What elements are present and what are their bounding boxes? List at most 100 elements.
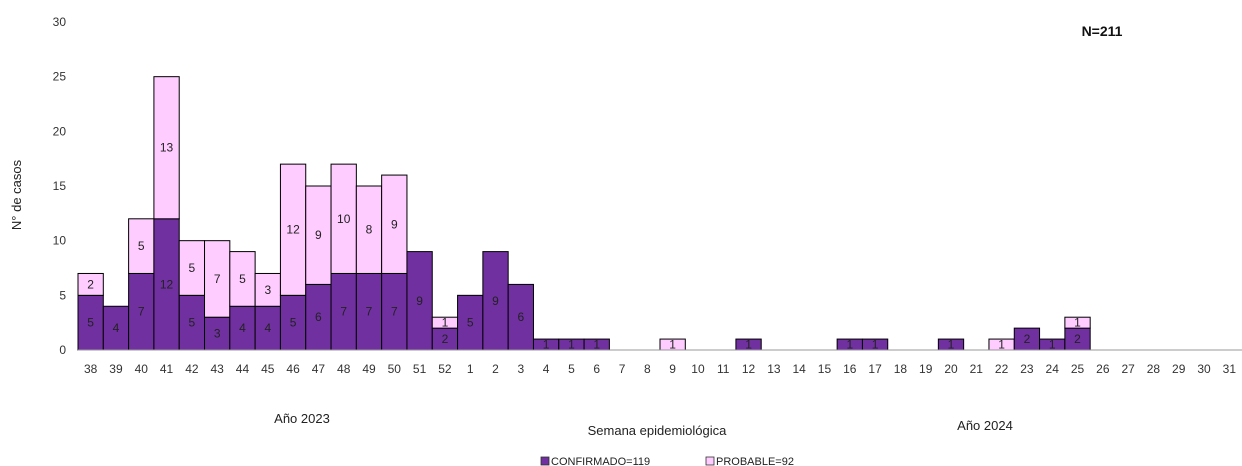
x-tick-label: 4 bbox=[543, 362, 550, 376]
x-tick-label: 46 bbox=[286, 362, 300, 376]
data-label-probable-week-49: 8 bbox=[366, 223, 373, 237]
bar-confirmado-week-51 bbox=[406, 251, 433, 351]
data-label-confirmado-week-4: 1 bbox=[543, 338, 550, 352]
bar-confirmado-week-39 bbox=[102, 305, 130, 351]
y-tick-label: 5 bbox=[59, 288, 66, 302]
x-tick-label: 19 bbox=[919, 362, 933, 376]
x-tick-label: 21 bbox=[970, 362, 984, 376]
x-tick-label: 9 bbox=[669, 362, 676, 376]
bar-probable-week-47 bbox=[305, 185, 332, 285]
x-axis-ticks: 38 39 40 41 42 43 44 45 46 47 48 49 50 51 52 1 2 3 4 5 6 7 8 9 1… bbox=[84, 362, 1236, 376]
x-tick-label: 27 bbox=[1121, 362, 1135, 376]
data-label-probable-week-9: 1 bbox=[669, 338, 676, 352]
data-label-confirmado-week-43: 3 bbox=[214, 327, 221, 341]
data-label-confirmado-week-45: 4 bbox=[264, 321, 271, 335]
data-label-confirmado-week-48: 7 bbox=[340, 305, 347, 319]
x-tick-label: 43 bbox=[210, 362, 224, 376]
data-label-confirmado-week-6: 1 bbox=[593, 338, 600, 352]
bar-probable-week-49 bbox=[355, 185, 383, 274]
x-tick-label: 22 bbox=[995, 362, 1009, 376]
x-tick-label: 7 bbox=[619, 362, 626, 376]
data-label-probable-week-48: 10 bbox=[337, 212, 351, 226]
y-tick-label: 30 bbox=[53, 15, 67, 29]
y-tick-label: 15 bbox=[53, 179, 67, 193]
x-tick-label: 6 bbox=[593, 362, 600, 376]
data-label-probable-week-44: 5 bbox=[239, 272, 246, 286]
x-tick-label: 51 bbox=[413, 362, 427, 376]
data-label-probable-week-22: 1 bbox=[998, 338, 1005, 352]
bar-probable-week-25 bbox=[1064, 316, 1091, 329]
x-tick-label: 49 bbox=[362, 362, 376, 376]
data-label-confirmado-week-2: 9 bbox=[492, 294, 499, 308]
x-tick-label: 26 bbox=[1096, 362, 1110, 376]
data-label-confirmado-week-17: 1 bbox=[872, 338, 879, 352]
data-label-confirmado-week-24: 1 bbox=[1049, 338, 1056, 352]
x-tick-label: 44 bbox=[236, 362, 250, 376]
data-label-probable-week-47: 9 bbox=[315, 228, 322, 242]
bar-confirmado-week-48 bbox=[330, 272, 357, 351]
data-label-confirmado-week-46: 5 bbox=[290, 316, 297, 330]
data-label-confirmado-week-41: 12 bbox=[160, 277, 174, 291]
data-label-probable-week-52: 1 bbox=[442, 316, 449, 330]
x-tick-label: 11 bbox=[717, 362, 730, 376]
x-tick-label: 20 bbox=[944, 362, 958, 376]
x-tick-label: 24 bbox=[1046, 362, 1060, 376]
data-label-probable-week-46: 12 bbox=[286, 223, 300, 237]
legend-label-confirmado: CONFIRMADO=119 bbox=[551, 456, 650, 466]
bar-probable-week-41 bbox=[153, 76, 180, 220]
data-label-probable-week-38: 2 bbox=[87, 277, 94, 291]
legend-swatch-confirmado bbox=[540, 456, 550, 466]
bar-probable-week-38 bbox=[77, 272, 104, 296]
data-label-confirmado-week-49: 7 bbox=[366, 305, 373, 319]
x-tick-label: 8 bbox=[644, 362, 651, 376]
data-label-confirmado-week-23: 2 bbox=[1024, 332, 1031, 346]
data-label-confirmado-week-47: 6 bbox=[315, 310, 322, 324]
data-label-confirmado-week-20: 1 bbox=[948, 338, 955, 352]
x-tick-label: 2 bbox=[492, 362, 499, 376]
x-tick-label: 13 bbox=[767, 362, 781, 376]
data-label-confirmado-week-38: 5 bbox=[87, 316, 94, 330]
x-tick-label: 47 bbox=[312, 362, 326, 376]
x-tick-label: 38 bbox=[84, 362, 98, 376]
bar-confirmado-week-40 bbox=[128, 272, 155, 351]
y-tick-label: 20 bbox=[53, 124, 67, 138]
data-label-confirmado-week-51: 9 bbox=[416, 294, 423, 308]
x-tick-label: 28 bbox=[1147, 362, 1161, 376]
bar-probable-week-50 bbox=[381, 174, 408, 274]
bar-confirmado-week-2 bbox=[482, 251, 509, 351]
data-label-confirmado-week-42: 5 bbox=[189, 316, 196, 330]
x-tick-label: 48 bbox=[337, 362, 351, 376]
x-tick-label: 12 bbox=[742, 362, 756, 376]
bar-probable-week-46 bbox=[279, 163, 307, 296]
bar-probable-week-42 bbox=[178, 240, 206, 296]
bar-confirmado-week-47 bbox=[305, 283, 332, 351]
data-label-confirmado-week-39: 4 bbox=[113, 321, 120, 335]
data-label-probable-week-40: 5 bbox=[138, 239, 145, 253]
x-tick-label: 30 bbox=[1197, 362, 1211, 376]
x-tick-label: 52 bbox=[438, 362, 452, 376]
x-tick-label: 1 bbox=[467, 362, 474, 376]
y-tick-label: 0 bbox=[59, 343, 66, 357]
x-tick-label: 15 bbox=[818, 362, 832, 376]
data-label-confirmado-week-1: 5 bbox=[467, 316, 474, 330]
x-tick-label: 50 bbox=[388, 362, 402, 376]
data-label-confirmado-week-25: 2 bbox=[1074, 332, 1081, 346]
bars-group bbox=[77, 76, 1091, 351]
bar-probable-week-43 bbox=[204, 240, 231, 318]
x-tick-label: 5 bbox=[568, 362, 575, 376]
y-tick-label: 25 bbox=[53, 70, 67, 84]
data-label-confirmado-week-50: 7 bbox=[391, 305, 398, 319]
x-tick-label: 14 bbox=[792, 362, 806, 376]
x-tick-label: 18 bbox=[894, 362, 908, 376]
x-axis-label: Semana epidemiológica bbox=[588, 423, 728, 438]
data-label-confirmado-week-5: 1 bbox=[568, 338, 575, 352]
bar-probable-week-45 bbox=[254, 272, 281, 307]
x-tick-label: 41 bbox=[160, 362, 174, 376]
data-label-probable-week-41: 13 bbox=[160, 141, 174, 155]
x-tick-label: 45 bbox=[261, 362, 275, 376]
data-label-confirmado-week-40: 7 bbox=[138, 305, 145, 319]
x-tick-label: 31 bbox=[1223, 362, 1237, 376]
bar-probable-week-40 bbox=[128, 218, 155, 274]
